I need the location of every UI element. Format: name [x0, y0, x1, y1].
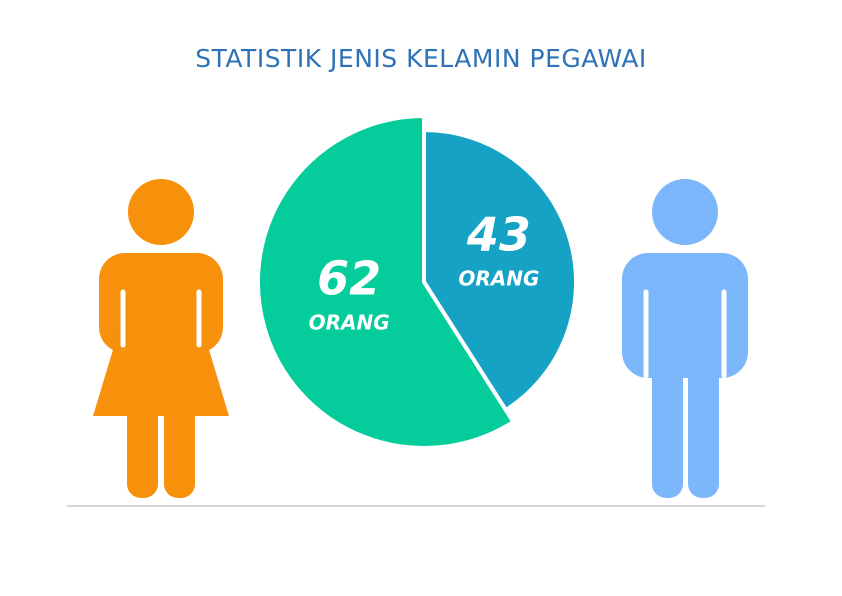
value-label: 62	[317, 251, 381, 305]
unit-label: ORANG	[458, 267, 539, 291]
male-icon	[622, 179, 748, 498]
female-icon	[93, 179, 229, 498]
chart-title: STATISTIK JENIS KELAMIN PEGAWAI	[195, 44, 647, 73]
value-label: 43	[466, 208, 531, 262]
pie-slice	[256, 114, 516, 450]
unit-label: ORANG	[309, 310, 390, 334]
